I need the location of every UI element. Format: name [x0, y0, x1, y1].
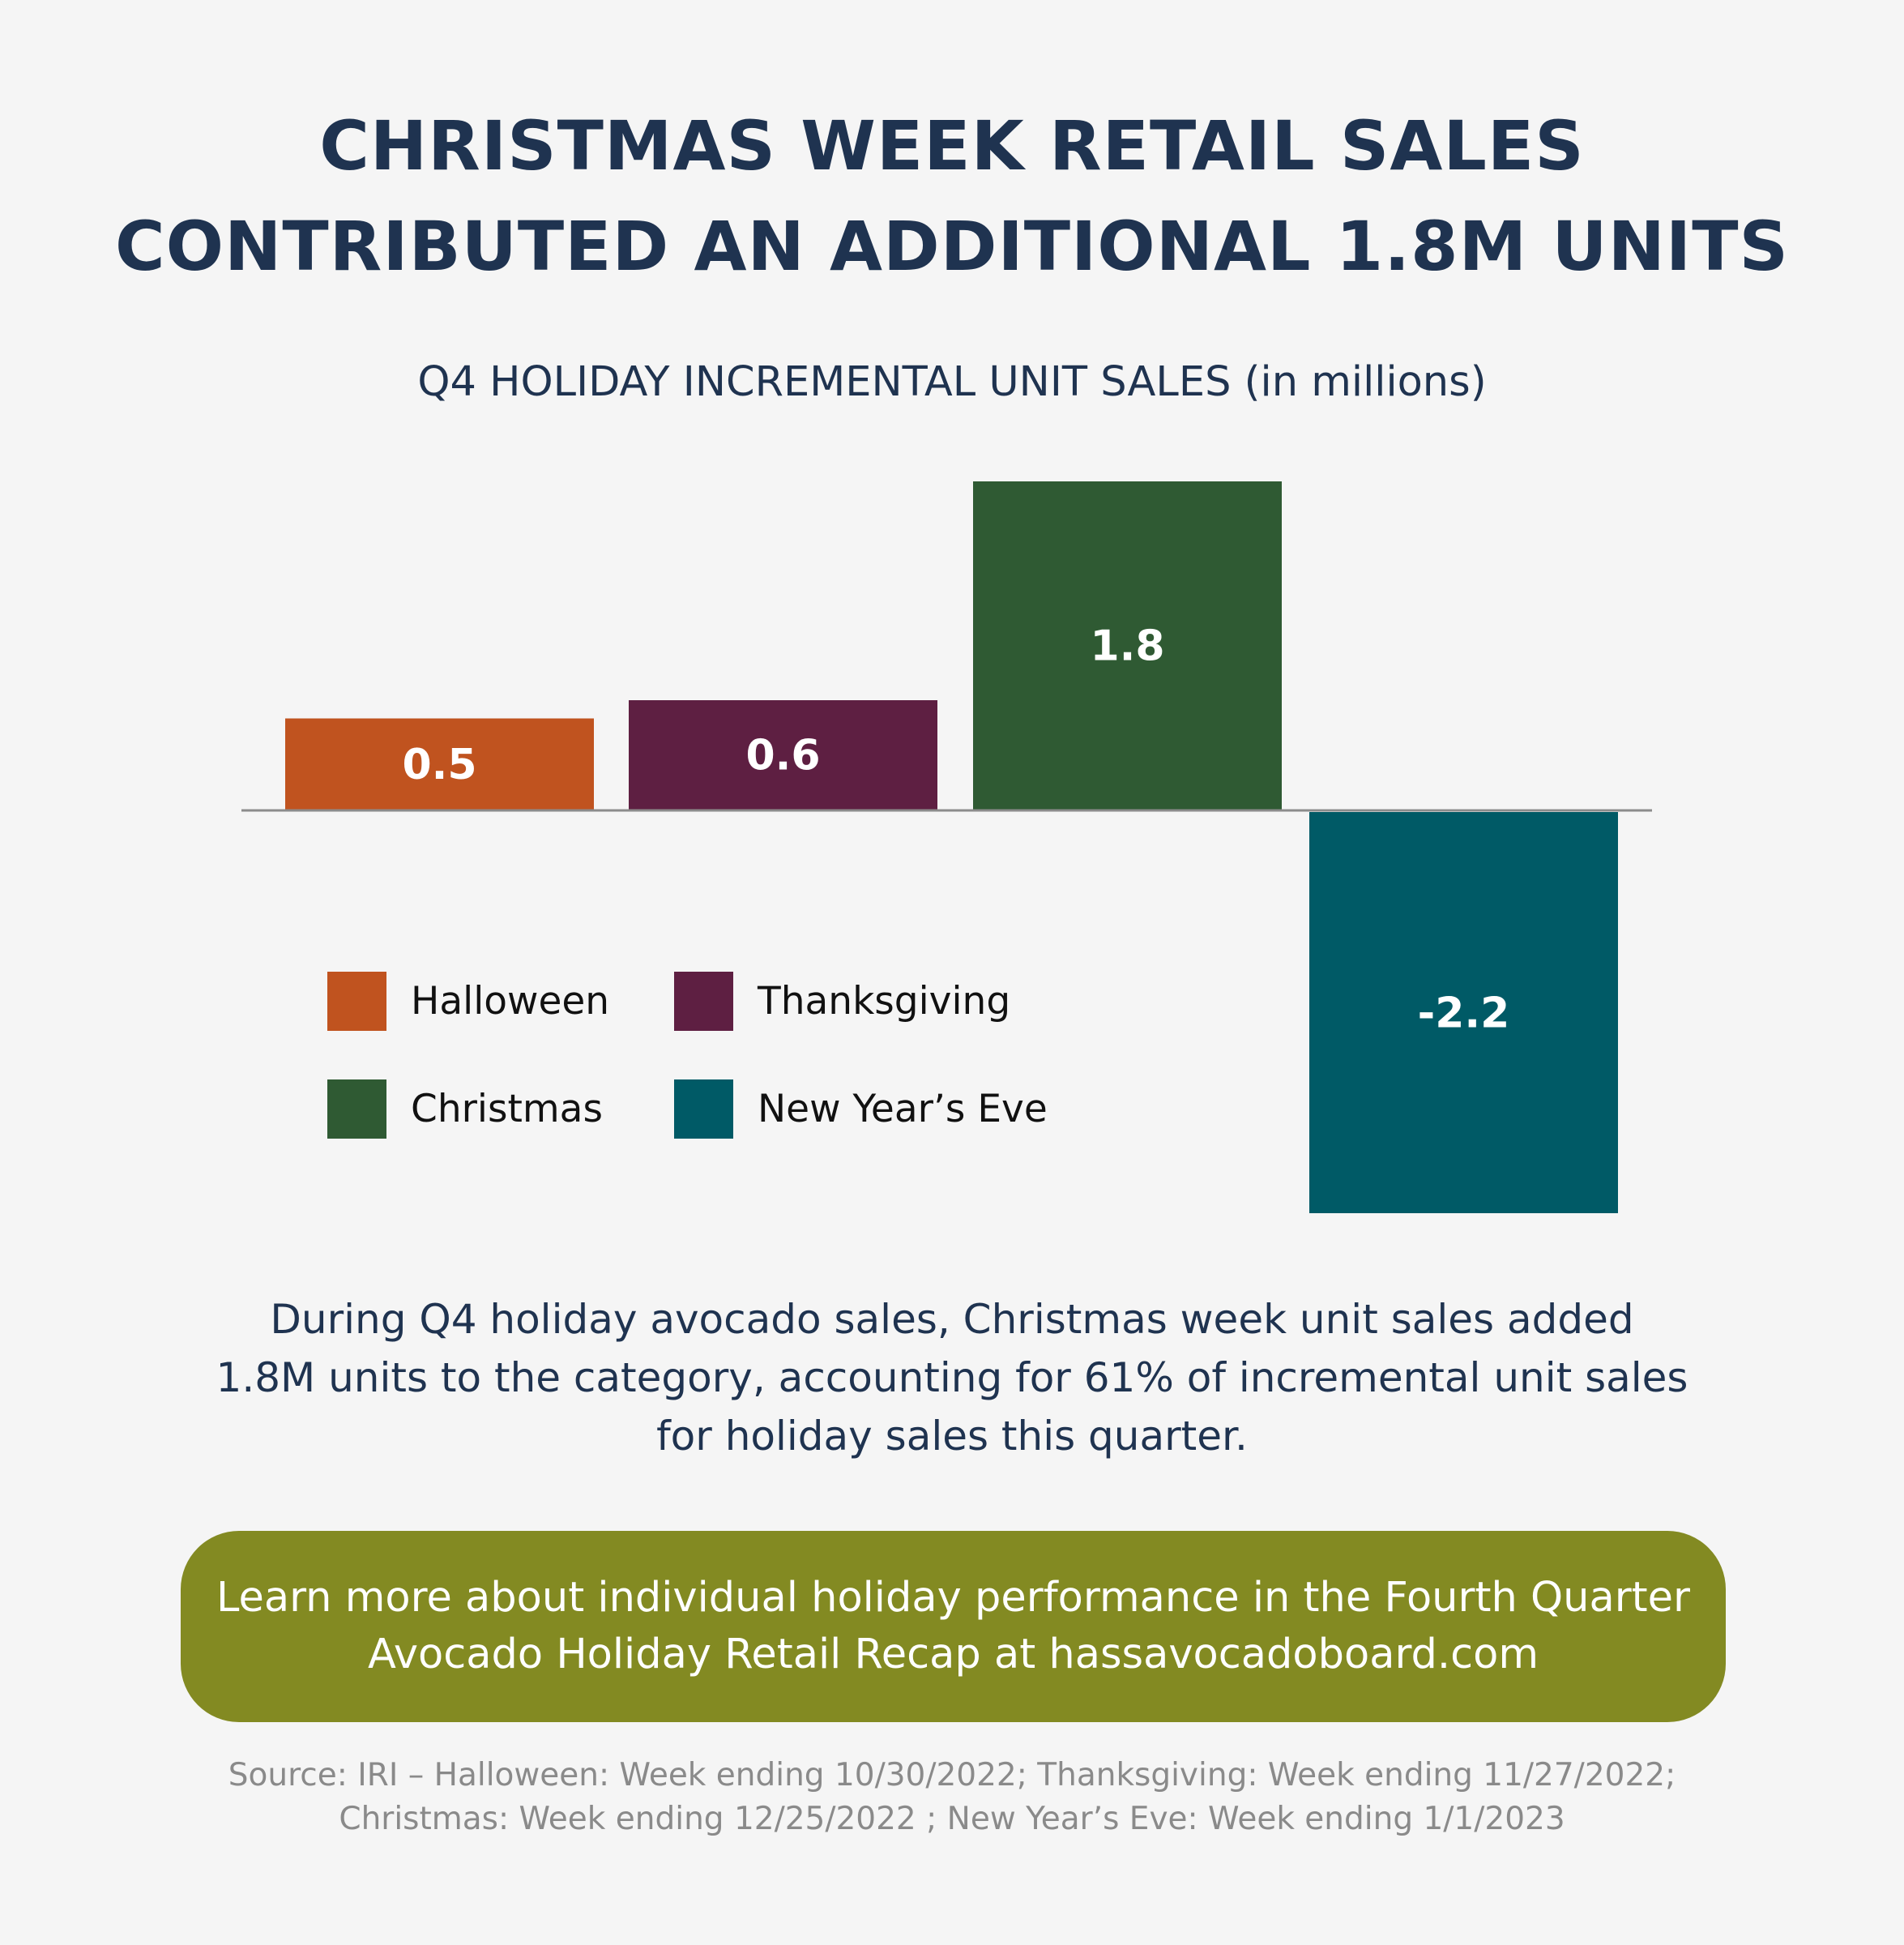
legend-swatch-thanksgiving [674, 972, 733, 1031]
bar-halloween [285, 718, 594, 810]
bar-value-label-christmas: 1.8 [1090, 622, 1164, 671]
summary-line-1: During Q4 holiday avocado sales, Christm… [270, 1296, 1634, 1343]
headline: CHRISTMAS WEEK RETAIL SALES CONTRIBUTED … [0, 96, 1904, 297]
chart-title: Q4 HOLIDAY INCREMENTAL UNIT SALES (in mi… [417, 358, 1487, 406]
source-line-2: Christmas: Week ending 12/25/2022 ; New … [339, 1801, 1565, 1837]
summary-line-3: for holiday sales this quarter. [656, 1413, 1248, 1460]
legend-item-new-years-eve: New Year’s Eve [674, 1079, 1048, 1139]
bar-value-label-halloween: 0.5 [402, 741, 476, 789]
bar-christmas [973, 481, 1282, 810]
legend-label-halloween: Halloween [411, 979, 610, 1024]
learn-more-banner[interactable]: Learn more about individual holiday perf… [181, 1531, 1726, 1722]
summary-text: During Q4 holiday avocado sales, Christm… [0, 1290, 1904, 1465]
legend-swatch-christmas [327, 1079, 386, 1139]
bar-thanksgiving [629, 700, 937, 810]
legend-item-christmas: Christmas [327, 1079, 603, 1139]
headline-line-1: CHRISTMAS WEEK RETAIL SALES [319, 106, 1585, 186]
bar-value-label-new-year-s-eve: -2.2 [1418, 990, 1510, 1038]
source-note: Source: IRI – Halloween: Week ending 10/… [0, 1754, 1904, 1841]
learn-more-line-2: Avocado Holiday Retail Recap at hassavoc… [367, 1631, 1539, 1678]
headline-line-2: CONTRIBUTED AN ADDITIONAL 1.8M UNITS [115, 207, 1789, 286]
source-line-1: Source: IRI – Halloween: Week ending 10/… [228, 1757, 1676, 1793]
legend-label-thanksgiving: Thanksgiving [758, 979, 1011, 1024]
bar-value-label-thanksgiving: 0.6 [745, 732, 820, 780]
bar-new-year-s-eve [1309, 812, 1618, 1213]
legend-label-new-years-eve: New Year’s Eve [758, 1087, 1048, 1131]
learn-more-line-1: Learn more about individual holiday perf… [216, 1574, 1691, 1622]
legend-label-christmas: Christmas [411, 1087, 603, 1131]
legend-swatch-new-years-eve [674, 1079, 733, 1139]
chart-legend: Halloween Thanksgiving Christmas New Yea… [327, 972, 1057, 1223]
legend-swatch-halloween [327, 972, 386, 1031]
legend-item-halloween: Halloween [327, 972, 609, 1031]
summary-line-2: 1.8M units to the category, accounting f… [216, 1354, 1688, 1401]
legend-item-thanksgiving: Thanksgiving [674, 972, 1010, 1031]
